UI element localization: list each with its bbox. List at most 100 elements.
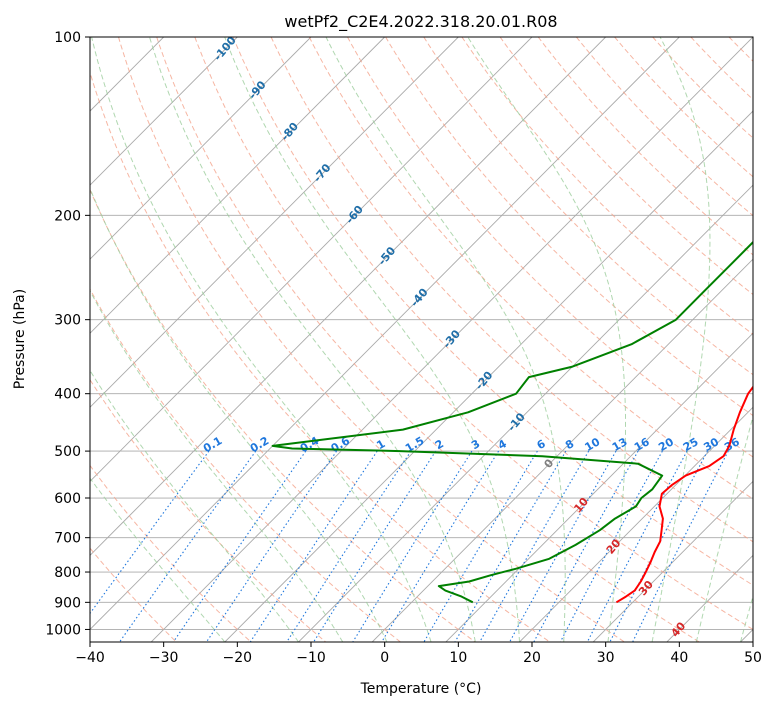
mixing-ratio-line bbox=[206, 450, 338, 642]
mixing-ratio-line bbox=[249, 450, 378, 642]
isotherm-line bbox=[90, 37, 459, 408]
moist-adiabat bbox=[695, 414, 753, 642]
dry-adiabat-label: -100 bbox=[211, 34, 239, 64]
moist-adiabat bbox=[90, 187, 388, 642]
dry-adiabat bbox=[270, 37, 753, 543]
isotherm-line bbox=[90, 37, 238, 186]
mixing-ratio-label: 6 bbox=[535, 437, 548, 452]
isotherm-line bbox=[740, 628, 753, 642]
y-tick-label: 700 bbox=[54, 531, 81, 547]
isotherm-line bbox=[90, 37, 680, 631]
pressure-gridlines bbox=[90, 37, 753, 630]
mixing-ratio-line bbox=[286, 450, 412, 642]
dry-adiabat bbox=[347, 37, 753, 458]
isotherm-line bbox=[90, 37, 385, 334]
chart-title: wetPf2_C2E4.2022.318.20.01.R08 bbox=[284, 12, 557, 32]
isotherm-line bbox=[445, 332, 753, 642]
x-axis-label: Temperature (°C) bbox=[360, 681, 482, 697]
dry-adiabat bbox=[767, 37, 775, 642]
isotherm-line bbox=[90, 37, 606, 557]
mixing-ratio-line bbox=[479, 450, 590, 642]
moist-adiabat bbox=[224, 37, 520, 642]
mixing-ratio-line bbox=[632, 450, 729, 642]
isotherm-line bbox=[592, 480, 753, 642]
moist-adiabat bbox=[740, 594, 753, 642]
y-tick-label: 600 bbox=[54, 491, 81, 507]
dry-adiabat bbox=[652, 37, 753, 139]
mixing-ratio-line bbox=[559, 450, 663, 642]
dry-adiabat bbox=[423, 37, 753, 376]
dry-adiabat bbox=[90, 464, 252, 642]
line-labels: 0.1 0.2 0.4 0.6 1 1.5 2 3 4 6 8 10 13 16 20 25 30 36-100-… bbox=[201, 34, 742, 640]
dry-adiabat bbox=[90, 70, 551, 642]
isotherm-line bbox=[519, 406, 753, 642]
x-axis-ticks: −40 −30 −20 −10 0 10 20 30 40 50 bbox=[75, 642, 762, 666]
mixing-ratio-line bbox=[423, 450, 538, 642]
dry-adiabat bbox=[118, 37, 625, 642]
y-axis-label: Pressure (hPa) bbox=[12, 289, 28, 389]
plot-frame bbox=[89, 36, 754, 643]
dry-adiabat bbox=[614, 37, 753, 178]
y-tick-label: 200 bbox=[54, 208, 81, 224]
moist-adiabat bbox=[90, 477, 226, 642]
mixing-ratio-label: 0.4 bbox=[298, 434, 322, 455]
x-tick-label: 50 bbox=[744, 650, 762, 666]
dry-adiabat bbox=[90, 288, 401, 642]
dry-adiabat bbox=[156, 37, 700, 642]
mixing-ratio-label: 2 bbox=[433, 437, 446, 452]
mixing-ratio-line bbox=[533, 450, 639, 642]
x-tick-label: −30 bbox=[149, 650, 179, 666]
dry-adiabat bbox=[90, 188, 476, 642]
mixing-ratio-line bbox=[609, 450, 708, 642]
x-tick-label: −10 bbox=[296, 650, 326, 666]
dry-adiabat-label: 40 bbox=[668, 619, 688, 639]
isotherm-line bbox=[150, 37, 753, 642]
profile-series bbox=[271, 240, 753, 604]
moist-adiabat bbox=[325, 37, 566, 642]
y-tick-label: 800 bbox=[54, 565, 81, 581]
dry-adiabat bbox=[194, 37, 753, 631]
mixing-ratio-label: 0.1 bbox=[201, 434, 224, 455]
mixing-ratio-line bbox=[381, 450, 500, 642]
mixing-ratio-line bbox=[313, 450, 437, 642]
isotherm-line bbox=[224, 110, 753, 642]
y-tick-label: 300 bbox=[54, 313, 81, 329]
moist-adiabat bbox=[467, 37, 626, 642]
mixing-ratio-label: 4 bbox=[496, 437, 509, 452]
x-tick-label: 10 bbox=[449, 650, 467, 666]
mixing-ratio-label: 3 bbox=[469, 437, 482, 452]
dry-adiabat bbox=[537, 37, 753, 256]
isotherm-line bbox=[90, 37, 312, 260]
mixing-ratio-lines bbox=[90, 450, 729, 642]
dry-adiabat bbox=[232, 37, 753, 586]
dry-adiabat bbox=[90, 378, 327, 642]
mixing-ratio-line bbox=[352, 450, 473, 642]
y-tick-label: 400 bbox=[54, 387, 81, 403]
mixing-ratio-line bbox=[119, 450, 257, 642]
y-axis-ticks: 100 200 300 400 500 600 700 800 900 1000 bbox=[45, 30, 90, 638]
isotherm-lines bbox=[90, 37, 753, 642]
x-tick-label: 0 bbox=[380, 650, 389, 666]
dry-adiabat bbox=[385, 37, 753, 417]
dry-adiabat-lines bbox=[90, 37, 775, 642]
mixing-ratio-line bbox=[586, 450, 688, 642]
profile-line bbox=[271, 240, 753, 604]
y-tick-label: 1000 bbox=[45, 622, 81, 638]
y-tick-label: 500 bbox=[54, 444, 81, 460]
isotherm-line bbox=[371, 258, 753, 642]
mixing-ratio-line bbox=[509, 450, 617, 642]
dry-adiabat-label: 30 bbox=[636, 578, 656, 598]
mixing-ratio-line bbox=[172, 450, 307, 642]
x-tick-label: 40 bbox=[670, 650, 688, 666]
moist-adiabat bbox=[90, 289, 344, 642]
profile-line bbox=[615, 385, 753, 604]
x-tick-label: 20 bbox=[523, 650, 541, 666]
moist-adiabat bbox=[91, 37, 432, 642]
y-tick-label: 900 bbox=[54, 595, 81, 611]
moist-adiabat-lines bbox=[90, 37, 753, 642]
x-tick-label: −20 bbox=[223, 650, 253, 666]
y-tick-label: 100 bbox=[54, 30, 81, 46]
moist-adiabat bbox=[90, 369, 299, 642]
isotherm-line bbox=[90, 37, 533, 482]
